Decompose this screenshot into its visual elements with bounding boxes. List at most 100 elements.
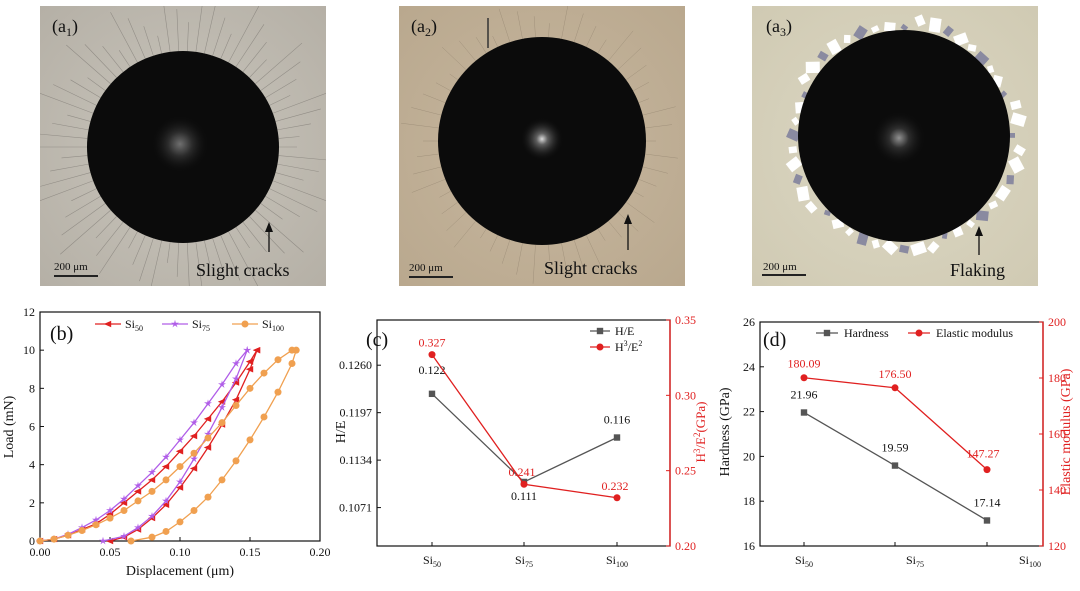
crack-line: [61, 155, 88, 159]
crack-line: [422, 93, 446, 103]
crack-line: [516, 243, 523, 275]
legend-marker: [915, 329, 923, 337]
chart-d-panel-label: (d): [763, 329, 786, 351]
crack-line: [416, 153, 439, 158]
crack-line: [204, 6, 216, 54]
data-label: 147.27: [967, 447, 1000, 461]
crack-line: [235, 24, 265, 68]
crack-line: [255, 209, 304, 253]
data-point: [800, 374, 808, 382]
flake: [1006, 174, 1015, 185]
y-tick-label: 26: [743, 315, 755, 329]
flake: [914, 14, 926, 27]
data-point: [204, 434, 212, 442]
flake: [1008, 156, 1025, 174]
chart-c-panel-label: (c): [366, 329, 388, 351]
crack-line: [176, 242, 179, 277]
crack-line: [597, 39, 607, 54]
data-label: 176.50: [879, 367, 912, 381]
flake: [928, 17, 942, 33]
crack-line: [40, 172, 91, 187]
data-label: 0.327: [419, 336, 446, 350]
crack-line: [52, 122, 89, 131]
crack-line: [275, 172, 304, 181]
crack-line: [67, 114, 91, 122]
data-point: [162, 476, 170, 484]
crack-line: [625, 64, 647, 81]
crack-line: [40, 133, 88, 139]
flake: [1009, 133, 1015, 138]
crack-line: [212, 238, 225, 273]
crack-line: [278, 136, 300, 139]
x-tick-label: Si75: [906, 553, 924, 569]
flake: [826, 38, 842, 56]
crack-line: [269, 95, 291, 106]
data-point: [134, 523, 142, 531]
data-point: [148, 533, 156, 541]
data-point: [175, 448, 184, 455]
crack-line: [220, 235, 241, 281]
crack-line: [277, 123, 311, 131]
legend-label: Elastic modulus: [936, 326, 1013, 340]
data-label: 0.122: [419, 363, 446, 377]
chart-c-ylabel: H/E: [334, 421, 349, 444]
crack-line: [638, 98, 650, 103]
micrograph-a1: [40, 6, 326, 286]
data-point: [148, 468, 156, 476]
data-point: [891, 462, 899, 469]
data-point: [120, 532, 128, 540]
crack-line: [187, 242, 190, 286]
micrograph-a2: [399, 6, 685, 286]
y-tick-label: 4: [29, 458, 35, 472]
crack-line: [127, 18, 146, 59]
crack-line: [260, 203, 283, 220]
crack-line: [195, 6, 203, 52]
crack-line: [608, 220, 622, 238]
crack-line: [99, 226, 131, 275]
data-point: [613, 434, 621, 441]
data-point: [134, 497, 142, 505]
legend-label: H/E: [615, 324, 634, 338]
crack-line: [272, 180, 326, 201]
crack-line: [533, 16, 536, 38]
x-tick-label: Si100: [606, 553, 628, 569]
flake: [845, 227, 854, 237]
data-point: [127, 537, 135, 545]
crack-line: [163, 6, 171, 52]
crack-line: [517, 11, 523, 39]
flake: [823, 209, 832, 217]
crack-line: [60, 209, 111, 255]
data-point: [203, 415, 212, 423]
y2-tick-label: 0.30: [675, 388, 696, 402]
y-tick-label: 0.1260: [339, 358, 372, 372]
flake: [881, 238, 899, 256]
data-point: [243, 346, 252, 354]
crack-line: [40, 180, 94, 201]
y-tick-label: 18: [743, 494, 755, 508]
crack-line: [235, 226, 250, 249]
data-point: [218, 403, 226, 411]
data-point: [246, 384, 254, 392]
flake: [974, 50, 990, 66]
crack-line: [61, 203, 106, 236]
y-tick-label: 10: [23, 343, 35, 357]
data-point: [232, 359, 240, 367]
flake: [967, 44, 977, 52]
crack-line: [633, 82, 650, 92]
flake: [910, 241, 927, 257]
chart-c-y2label: H3/E2(GPa): [692, 402, 708, 463]
crack-line: [597, 228, 606, 241]
data-point: [218, 380, 226, 388]
x-tick-label: Si50: [423, 553, 441, 569]
flake: [786, 128, 801, 142]
micrograph-a3: [752, 6, 1038, 286]
flake: [986, 65, 995, 74]
data-point: [428, 351, 436, 359]
data-point: [218, 476, 226, 484]
crack-line: [573, 13, 584, 43]
data-point: [613, 494, 621, 502]
crack-line: [441, 47, 467, 70]
crack-line: [449, 73, 459, 81]
crack-line: [87, 77, 106, 91]
